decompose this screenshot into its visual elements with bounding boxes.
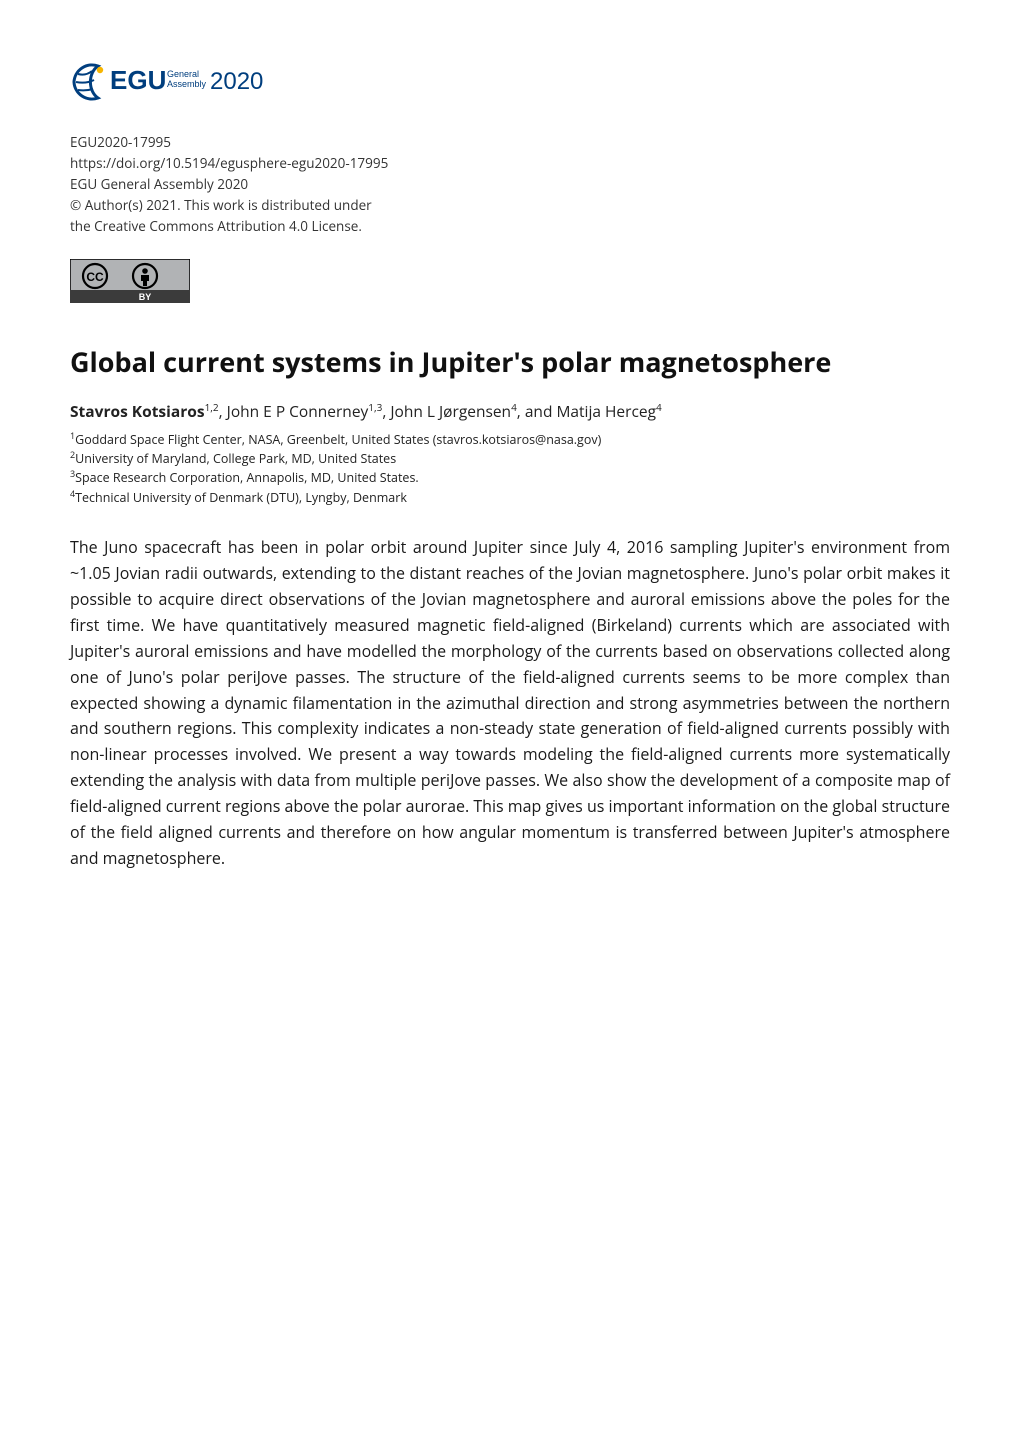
affiliation-3: 3Space Research Corporation, Annapolis, … (70, 468, 950, 487)
affiliation-4: 4Technical University of Denmark (DTU), … (70, 488, 950, 507)
author-1: John E P Connerney (227, 400, 369, 422)
logo-text-sub-bottom: Assembly (167, 79, 207, 89)
author-3-sup: 4 (656, 400, 662, 414)
authors-line: Stavros Kotsiaros1,2, John E P Connerney… (70, 400, 950, 423)
logo-text-sub-top: General (167, 69, 199, 79)
license-line: the Creative Commons Attribution 4.0 Lic… (70, 216, 950, 237)
abstract-text: The Juno spacecraft has been in polar or… (70, 535, 950, 872)
author-1-sup: 1,3 (368, 400, 382, 414)
author-sep-2: , and (517, 400, 557, 422)
affiliations-block: 1Goddard Space Flight Center, NASA, Gree… (70, 430, 950, 508)
assembly-name: EGU General Assembly 2020 (70, 174, 950, 195)
author-3: Matija Herceg (556, 400, 656, 422)
paper-title: Global current systems in Jupiter's pola… (70, 345, 950, 379)
svg-text:CC: CC (86, 270, 104, 284)
egu-logo: EGU General Assembly 2020 (70, 60, 950, 104)
author-sep-0: , (219, 400, 227, 422)
logo-year: 2020 (210, 68, 263, 95)
cc-by-label: BY (139, 292, 152, 302)
doi-link[interactable]: https://doi.org/10.5194/egusphere-egu202… (70, 153, 950, 174)
copyright-line: © Author(s) 2021. This work is distribut… (70, 195, 950, 216)
lead-author: Stavros Kotsiaros (70, 400, 205, 422)
author-2: John L Jørgensen (390, 400, 511, 422)
lead-author-sup: 1,2 (205, 400, 219, 414)
logo-text-main: EGU (110, 65, 166, 95)
affiliation-2: 2University of Maryland, College Park, M… (70, 449, 950, 468)
meta-block: EGU2020-17995 https://doi.org/10.5194/eg… (70, 132, 950, 237)
cc-by-badge: CC BY (70, 259, 950, 303)
abstract-id: EGU2020-17995 (70, 132, 950, 153)
affiliation-1: 1Goddard Space Flight Center, NASA, Gree… (70, 430, 950, 449)
logo-globe-icon (74, 65, 103, 99)
